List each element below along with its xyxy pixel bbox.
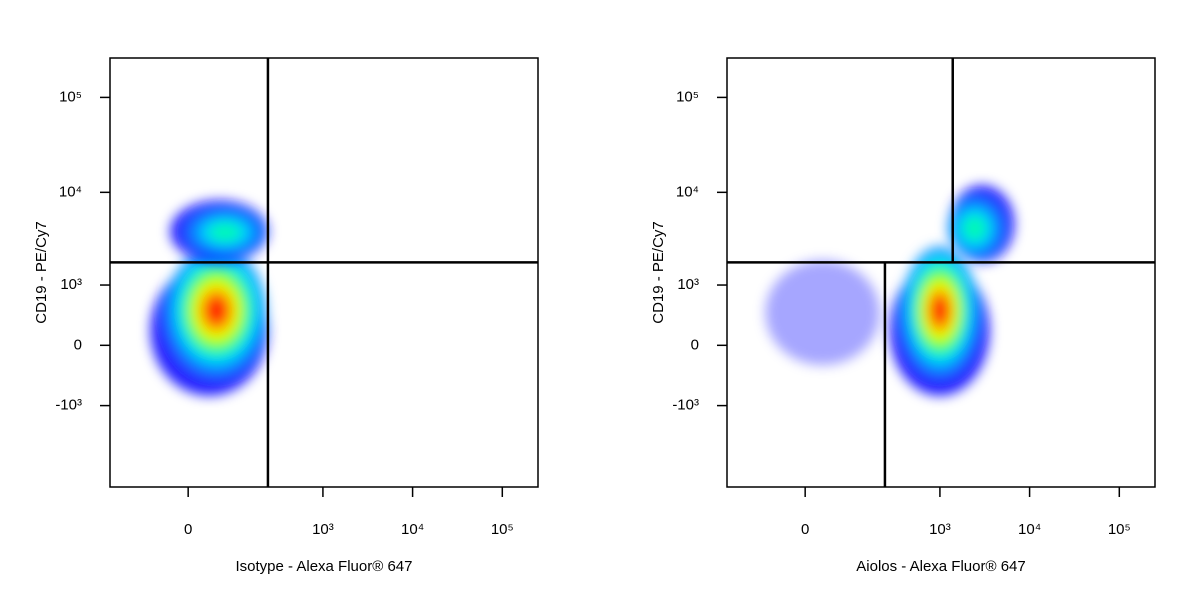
plot-area bbox=[765, 185, 1015, 396]
population bbox=[889, 246, 990, 396]
y-tick-label: 10⁵ bbox=[59, 88, 82, 105]
x-tick-label: 0 bbox=[801, 521, 809, 538]
population bbox=[150, 246, 268, 396]
y-tick-label: 10⁵ bbox=[676, 88, 699, 105]
y-tick-label: 10³ bbox=[677, 276, 699, 293]
population-extent bbox=[765, 260, 880, 366]
density-level bbox=[962, 215, 987, 241]
x-tick-label: 10⁴ bbox=[401, 521, 424, 538]
x-axis-title: Isotype - Alexa Fluor® 647 bbox=[236, 558, 413, 575]
x-tick-label: 10⁵ bbox=[491, 521, 514, 538]
population bbox=[948, 185, 1015, 263]
x-axis-title: Aiolos - Alexa Fluor® 647 bbox=[856, 558, 1025, 575]
y-tick-label: 0 bbox=[691, 336, 699, 353]
plot-frame bbox=[109, 57, 539, 488]
x-tick-label: 0 bbox=[184, 521, 192, 538]
population bbox=[765, 260, 880, 366]
x-tick-label: 10⁴ bbox=[1018, 521, 1041, 538]
plot-frame bbox=[726, 57, 1156, 488]
plot-area bbox=[150, 200, 268, 396]
y-tick-label: 10³ bbox=[60, 276, 82, 293]
density-level bbox=[208, 222, 242, 242]
x-tick-label: 10³ bbox=[312, 521, 334, 538]
density-level bbox=[931, 296, 948, 324]
x-tick-label: 10⁵ bbox=[1108, 521, 1131, 538]
y-axis-title: CD19 - PE/Cy7 bbox=[33, 221, 50, 324]
y-axis-title: CD19 - PE/Cy7 bbox=[650, 221, 667, 324]
y-tick-label: 10⁴ bbox=[676, 183, 699, 200]
y-tick-label: -10³ bbox=[55, 397, 82, 414]
x-tick-label: 10³ bbox=[929, 521, 951, 538]
y-tick-label: 0 bbox=[74, 336, 82, 353]
population bbox=[170, 200, 268, 263]
y-tick-label: -10³ bbox=[672, 397, 699, 414]
density-level bbox=[206, 296, 227, 324]
y-tick-label: 10⁴ bbox=[59, 183, 82, 200]
